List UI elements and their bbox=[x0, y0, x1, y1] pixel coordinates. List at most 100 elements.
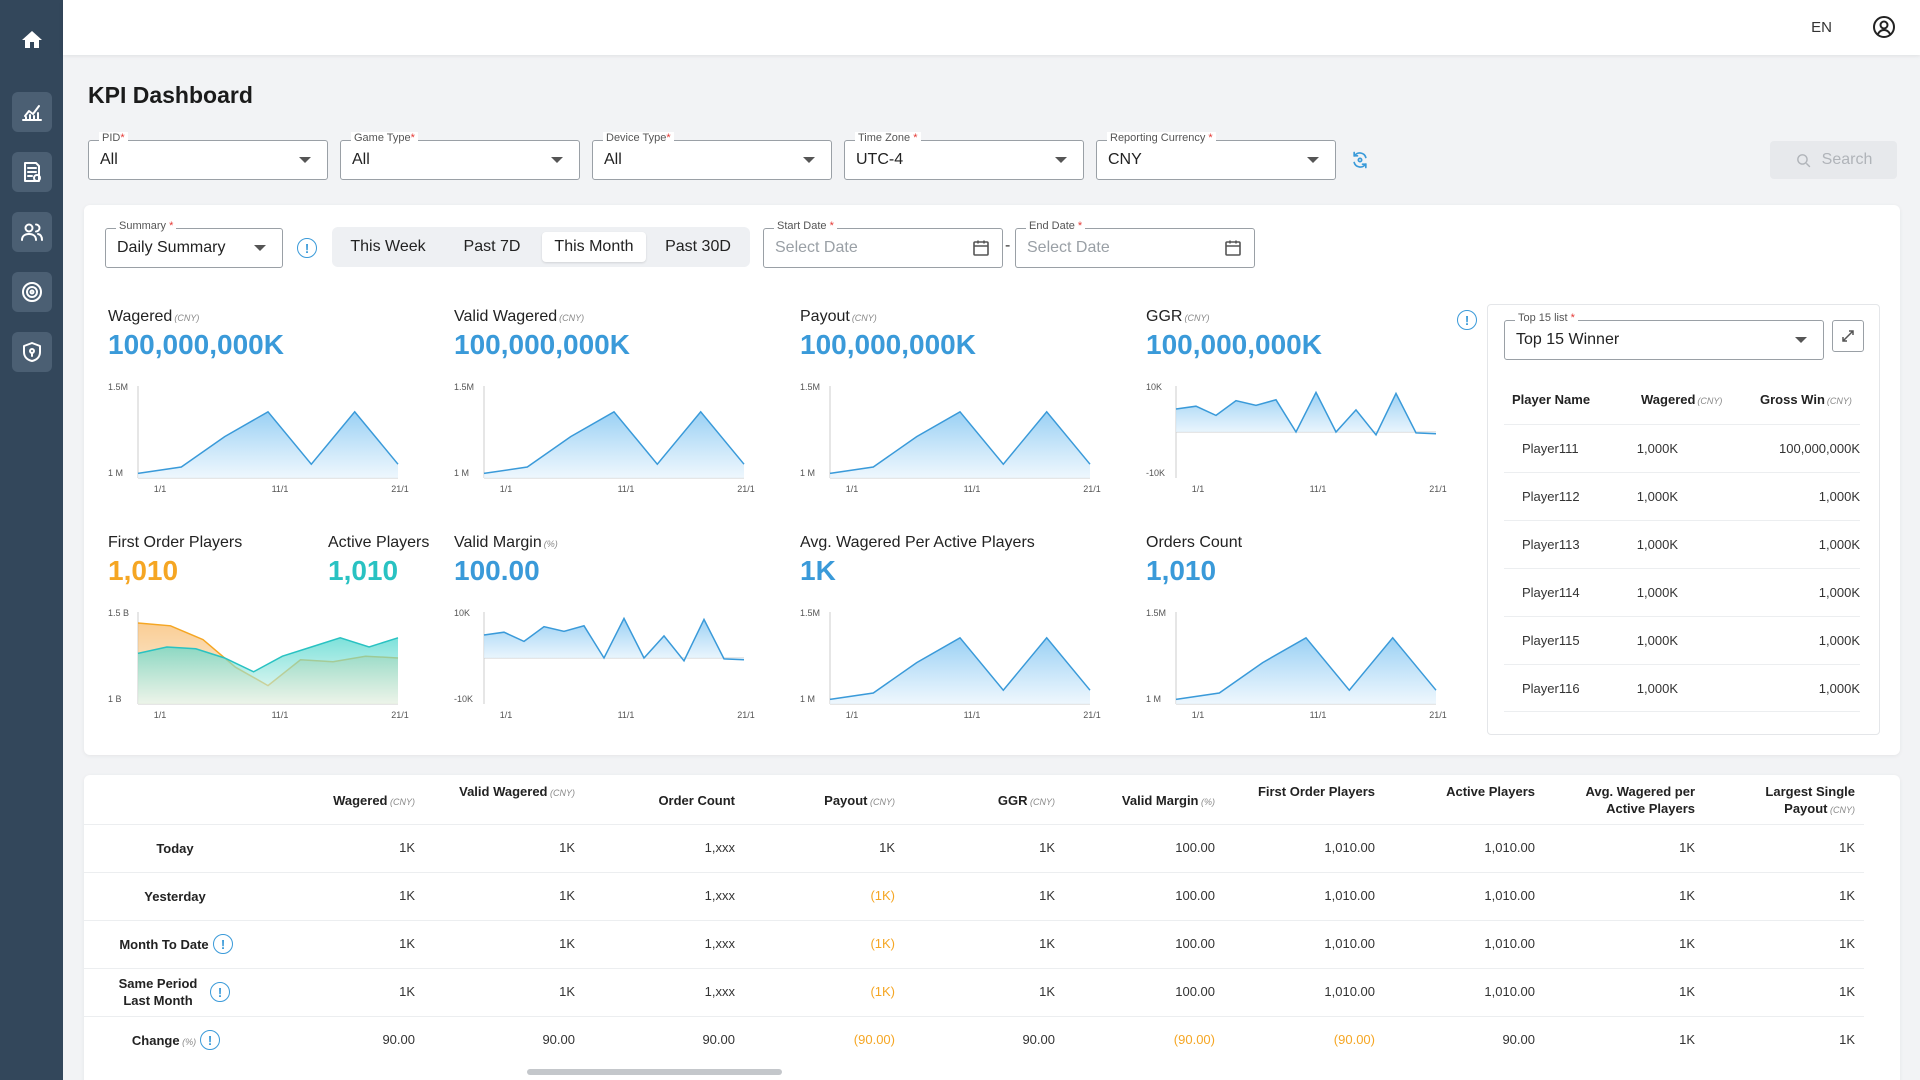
sidebar-item-targets[interactable] bbox=[12, 272, 52, 312]
kpi-unit: (CNY) bbox=[174, 313, 200, 323]
kpi-value-wagered: 100,000,000K bbox=[108, 329, 284, 360]
table-row[interactable]: Player116 1,000K 1,000K bbox=[1504, 664, 1860, 712]
kpi-value-orders-count: 1,010 bbox=[1146, 555, 1217, 586]
sidebar-item-players[interactable] bbox=[12, 212, 52, 252]
summary-select[interactable]: Summary * Daily Summary bbox=[105, 220, 283, 268]
search-button[interactable]: Search bbox=[1770, 141, 1897, 179]
range-past-7d[interactable]: Past 7D bbox=[463, 238, 521, 255]
summary-row-label: Change (%) bbox=[104, 1032, 224, 1051]
summary-cell: 1,010.00 bbox=[1324, 984, 1375, 999]
player-wagered: 1,000K bbox=[1636, 681, 1678, 696]
summary-cell: (90.00) bbox=[1173, 1032, 1215, 1047]
game-type-select[interactable]: Game Type* All bbox=[340, 132, 580, 180]
info-icon[interactable]: ! bbox=[297, 238, 317, 258]
series-line bbox=[137, 637, 399, 673]
series-line bbox=[1175, 390, 1437, 437]
top15-col-player-name: Player Name bbox=[1512, 392, 1590, 407]
summary-cell: 1K bbox=[1679, 888, 1695, 903]
table-row[interactable]: Player111 1,000K 100,000,000K bbox=[1504, 424, 1860, 472]
y-tick-label: 1 M bbox=[108, 468, 123, 478]
player-name: Player112 bbox=[1522, 489, 1580, 504]
kpi-title-text: Valid Margin bbox=[454, 534, 542, 551]
users-icon bbox=[21, 223, 43, 241]
expand-button[interactable] bbox=[1832, 320, 1864, 352]
summary-col-title: Payout bbox=[824, 793, 868, 808]
summary-col-header: Valid Wagered (CNY) bbox=[445, 783, 575, 802]
top15-select[interactable]: Top 15 list * Top 15 Winner bbox=[1504, 312, 1824, 360]
table-row[interactable] bbox=[84, 1016, 1864, 1064]
refresh-button[interactable] bbox=[1350, 150, 1370, 170]
y-tick-label: 1 M bbox=[454, 468, 469, 478]
time-zone-select[interactable]: Time Zone * UTC-4 bbox=[844, 132, 1084, 180]
summary-cell: 1K bbox=[1679, 1032, 1695, 1047]
summary-cell: 1,010.00 bbox=[1484, 888, 1535, 903]
kpi-title-orders-count: Orders Count bbox=[1146, 534, 1243, 551]
chevron-down-icon bbox=[1795, 337, 1807, 343]
table-row[interactable] bbox=[84, 968, 1864, 1016]
horizontal-scrollbar[interactable] bbox=[527, 1069, 782, 1075]
language-switch[interactable]: EN bbox=[1811, 19, 1832, 36]
summary-cell: 90.00 bbox=[382, 1032, 415, 1047]
y-tick-label: -10K bbox=[454, 694, 473, 704]
table-row[interactable] bbox=[84, 824, 1864, 872]
player-gross-win: 100,000,000K bbox=[1779, 441, 1860, 456]
chevron-down-icon bbox=[551, 157, 563, 163]
player-wagered: 1,000K bbox=[1636, 489, 1678, 504]
start-date-picker[interactable]: Start Date * Select Date bbox=[763, 220, 1003, 268]
summary-cell: 100.00 bbox=[1175, 936, 1215, 951]
summary-row-label: Yesterday bbox=[110, 888, 240, 905]
summary-col-header: GGR (CNY) bbox=[925, 792, 1055, 811]
range-this-month[interactable]: This Month bbox=[542, 232, 646, 262]
series-line bbox=[829, 636, 1091, 701]
info-icon[interactable]: ! bbox=[213, 934, 233, 954]
y-tick-label: 1.5M bbox=[108, 382, 128, 392]
x-tick-label: 1/1 bbox=[154, 484, 167, 494]
summary-cell: 100.00 bbox=[1175, 984, 1215, 999]
player-wagered: 1,000K bbox=[1636, 441, 1678, 456]
area-chart: 1.5 B 1 B 1/1 11/1 21/1 bbox=[108, 608, 409, 720]
summary-cell: 1K bbox=[1679, 984, 1695, 999]
info-icon[interactable]: ! bbox=[1457, 310, 1477, 330]
table-row[interactable]: Player115 1,000K 1,000K bbox=[1504, 616, 1860, 664]
player-name: Player115 bbox=[1522, 633, 1580, 648]
summary-cell: 1K bbox=[399, 888, 415, 903]
range-past-30d[interactable]: Past 30D bbox=[665, 238, 731, 255]
table-row[interactable]: Player113 1,000K 1,000K bbox=[1504, 520, 1860, 568]
kpi-unit: (CNY) bbox=[559, 313, 585, 323]
sidebar-item-reports[interactable] bbox=[12, 152, 52, 192]
sidebar-item-kpi[interactable] bbox=[12, 92, 52, 132]
device-type-select[interactable]: Device Type* All bbox=[592, 132, 832, 180]
area-chart: 10K -10K 1/1 11/1 21/1 bbox=[454, 608, 755, 720]
summary-col-unit: (CNY) bbox=[1027, 797, 1055, 807]
player-name: Player111 bbox=[1522, 441, 1579, 456]
chart-players: 1.5 B 1 B 1/1 11/1 21/1 bbox=[108, 606, 409, 720]
summary-col-unit: (CNY) bbox=[387, 797, 415, 807]
kpi-title-text: GGR bbox=[1146, 308, 1183, 325]
reporting-currency-select[interactable]: Reporting Currency * CNY bbox=[1096, 132, 1336, 180]
table-row[interactable]: Player114 1,000K 1,000K bbox=[1504, 568, 1860, 616]
sidebar-item-home[interactable] bbox=[12, 20, 52, 60]
range-this-week[interactable]: This Week bbox=[350, 238, 426, 255]
x-tick-label: 21/1 bbox=[391, 484, 409, 494]
table-row[interactable]: Player112 1,000K 1,000K bbox=[1504, 472, 1860, 520]
y-tick-label: 1 M bbox=[800, 694, 815, 704]
info-icon[interactable]: ! bbox=[200, 1030, 220, 1050]
search-icon bbox=[1796, 153, 1811, 167]
table-row[interactable] bbox=[84, 920, 1864, 968]
x-tick-label: 11/1 bbox=[618, 710, 635, 720]
kpi-value-first-order-players: 1,010 bbox=[108, 555, 179, 586]
y-tick-label: 1 M bbox=[800, 468, 815, 478]
end-date-picker[interactable]: End Date * Select Date bbox=[1015, 220, 1255, 268]
sidebar-item-security[interactable] bbox=[12, 332, 52, 372]
top-bar: EN bbox=[63, 0, 1920, 55]
x-tick-label: 11/1 bbox=[1310, 484, 1327, 494]
summary-cell: 1K bbox=[399, 984, 415, 999]
pid-select[interactable]: PID* All bbox=[88, 132, 328, 180]
user-menu[interactable] bbox=[1872, 15, 1896, 39]
expand-icon bbox=[1842, 330, 1854, 342]
info-icon[interactable]: ! bbox=[210, 982, 230, 1002]
kpi-value-active-players: 1,010 bbox=[328, 555, 399, 586]
series-line bbox=[829, 410, 1091, 475]
table-row[interactable] bbox=[84, 872, 1864, 920]
summary-col-title: Wagered bbox=[333, 793, 388, 808]
